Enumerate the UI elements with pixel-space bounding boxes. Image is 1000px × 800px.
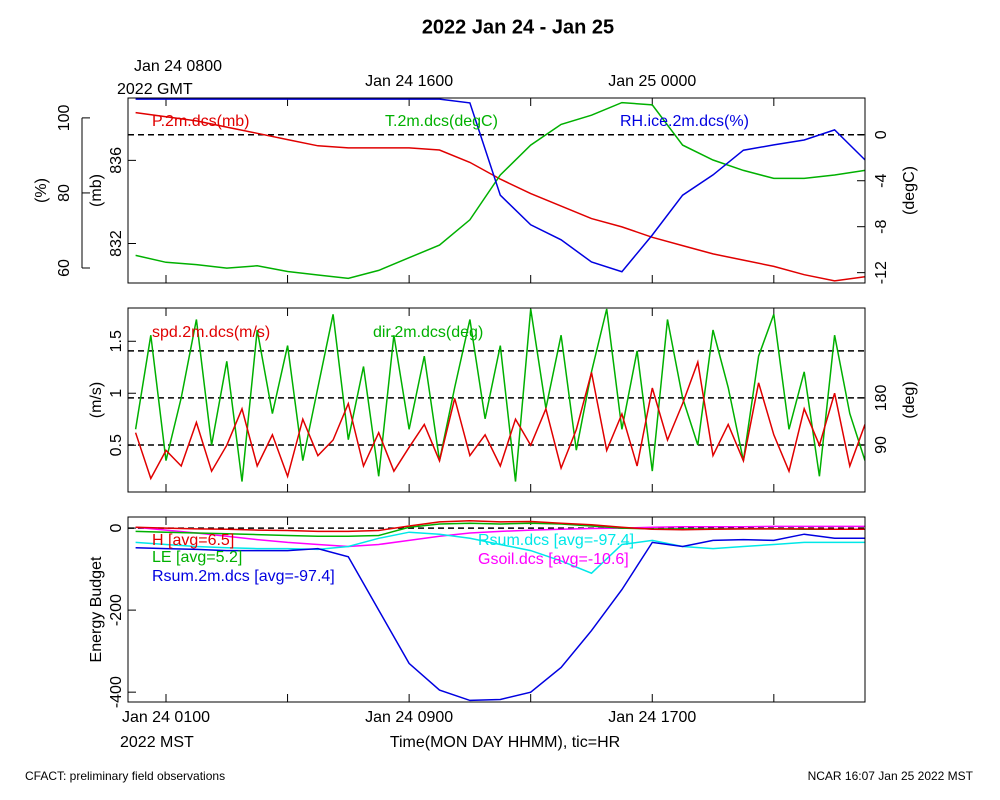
y-tick-label: -4 — [873, 174, 890, 188]
chart-title: 2022 Jan 24 - Jan 25 — [422, 16, 614, 38]
footer-right: NCAR 16:07 Jan 25 2022 MST — [808, 769, 974, 783]
y-tick-label: 0 — [873, 130, 890, 139]
legend-entry: P.2m.dcs(mb) — [152, 113, 250, 130]
y-tick-label: 1.5 — [108, 330, 125, 352]
y-tick-label: 1 — [108, 389, 125, 398]
y-tick-label: -200 — [108, 594, 125, 626]
series-line — [135, 101, 865, 280]
series-line — [134, 359, 865, 481]
y-tick-label: 180 — [873, 384, 890, 411]
y-tick-label: 0.5 — [108, 434, 125, 456]
y-tick-label: -8 — [873, 219, 890, 233]
legend-entry: H [avg=6.5] — [152, 532, 234, 549]
series-line — [135, 525, 865, 548]
series-line — [135, 111, 865, 282]
y-tick-label: -12 — [873, 261, 890, 284]
y-tick-label: 60 — [56, 259, 73, 277]
series-line — [135, 531, 865, 575]
series-line — [135, 533, 865, 702]
panel-frame — [127, 307, 866, 493]
y-tick-label: 100 — [56, 104, 73, 131]
panel-frame — [127, 516, 866, 703]
x-tick-label: Jan 24 0900 — [365, 709, 453, 726]
x-tick-label: Jan 24 0100 — [122, 709, 210, 726]
y-tick-label: -400 — [108, 676, 125, 708]
x-top-tick-label: Jan 24 1600 — [365, 73, 453, 90]
plot-area — [134, 308, 865, 482]
x-top-tick-label: Jan 25 0000 — [608, 73, 696, 90]
series-line — [135, 98, 865, 273]
x-top-tick-label: Jan 24 0800 — [134, 58, 222, 75]
plot-area — [135, 98, 865, 282]
legend-entry: spd.2m.dcs(m/s) — [152, 324, 270, 341]
legend-entry: Rsum.dcs [avg=-97.4] — [478, 532, 634, 549]
y-tick-label: 836 — [108, 147, 125, 174]
footer-left: CFACT: preliminary field observations — [25, 769, 225, 783]
x-top-zone-label: 2022 GMT — [117, 81, 193, 98]
y-tick-label: 80 — [56, 184, 73, 202]
y-axis-title: (degC) — [901, 166, 918, 215]
y-axis-title: (%) — [33, 178, 50, 203]
legend-entry: dir.2m.dcs(deg) — [373, 324, 483, 341]
y-tick-label: 90 — [873, 436, 890, 454]
plot-area — [135, 519, 865, 702]
y-axis-title: (m/s) — [88, 382, 105, 418]
legend-entry: Rsum.2m.dcs [avg=-97.4] — [152, 568, 335, 585]
legend-entry: Gsoil.dcs [avg=-10.6] — [478, 551, 629, 568]
y-axis-title: Energy Budget — [88, 556, 105, 662]
x-axis-title: Time(MON DAY HHMM), tic=HR — [390, 734, 620, 751]
y-tick-label: 832 — [108, 230, 125, 257]
panel-frame — [127, 97, 866, 284]
y-tick-label: 0 — [108, 524, 125, 533]
x-tick-label: Jan 24 1700 — [608, 709, 696, 726]
x-zone-label: 2022 MST — [120, 734, 194, 751]
legend-entry: LE [avg=5.2] — [152, 549, 242, 566]
series-line — [135, 519, 865, 533]
legend-entry: T.2m.dcs(degC) — [385, 113, 498, 130]
legend-entry: RH.ice.2m.dcs(%) — [620, 113, 749, 130]
y-axis-title: (mb) — [88, 174, 105, 207]
y-axis-title: (deg) — [901, 381, 918, 418]
